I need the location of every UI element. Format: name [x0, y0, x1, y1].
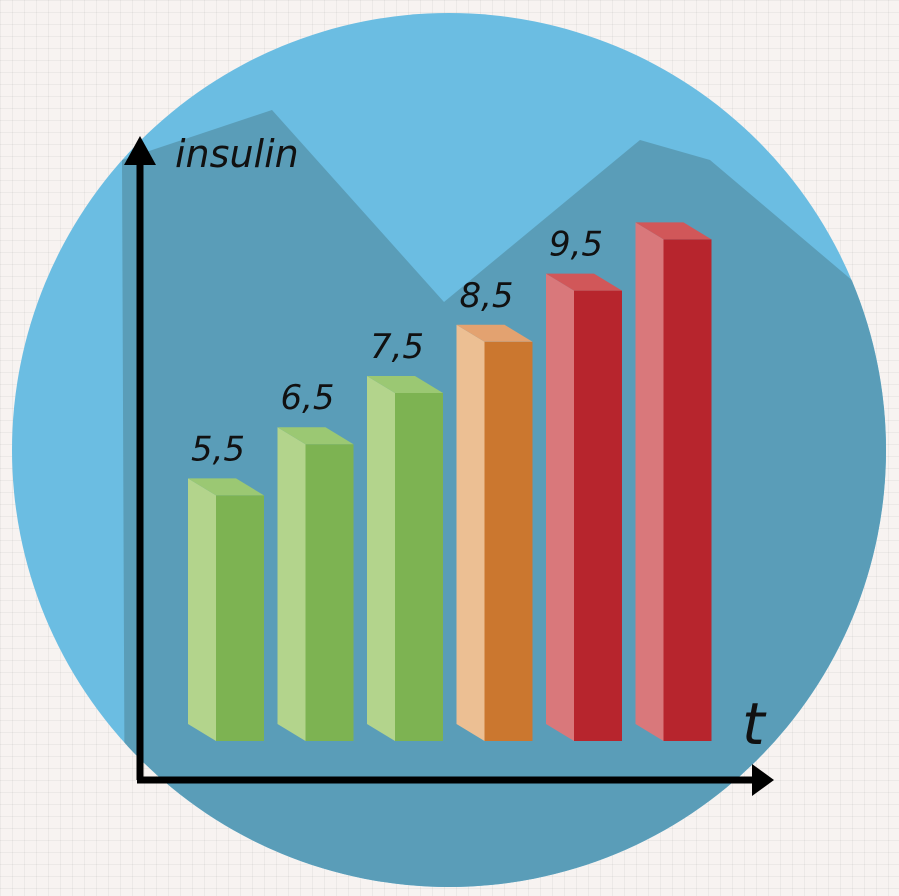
bar-6 — [635, 222, 712, 741]
bar-5 — [546, 273, 622, 741]
bar-3-value-label: 7,5 — [370, 327, 424, 367]
bar-6-side — [635, 222, 664, 741]
bar-2-side — [277, 427, 306, 741]
x-axis-arrow-icon — [752, 764, 774, 796]
bar-5-side — [546, 273, 574, 741]
bar-5-front — [574, 290, 622, 741]
bar-1-top — [188, 478, 264, 496]
bar-2-front — [305, 444, 354, 741]
value-labels-group: 5,5 6,5 7,5 8,5 9,5 — [191, 225, 603, 470]
bar-3-side — [367, 376, 395, 741]
x-axis-label: t — [742, 690, 767, 758]
bar-2-value-label: 6,5 — [280, 378, 334, 418]
bar-1-side — [188, 478, 216, 741]
bar-1 — [188, 478, 264, 741]
bar-1-front — [216, 495, 264, 741]
bar-3-top — [367, 376, 443, 393]
bar-2 — [277, 427, 354, 741]
axes-group — [124, 136, 774, 796]
bar-4-side — [456, 324, 485, 741]
bar-3 — [367, 376, 443, 741]
bar-5-value-label: 9,5 — [549, 225, 603, 265]
bar-4-front — [484, 341, 533, 741]
bar-6-top — [635, 222, 712, 240]
bar-4-top — [456, 324, 533, 342]
bar-5-top — [546, 273, 622, 291]
bar-3-front — [395, 393, 443, 741]
y-axis-arrow-icon — [124, 136, 156, 165]
bar-2-top — [277, 427, 354, 445]
y-axis-label: insulin — [175, 132, 299, 176]
bars-group — [188, 222, 712, 741]
bar-4-value-label: 8,5 — [459, 276, 513, 316]
bar-1-value-label: 5,5 — [191, 429, 245, 469]
bar-4 — [456, 324, 533, 741]
bar-6-front — [663, 239, 712, 741]
